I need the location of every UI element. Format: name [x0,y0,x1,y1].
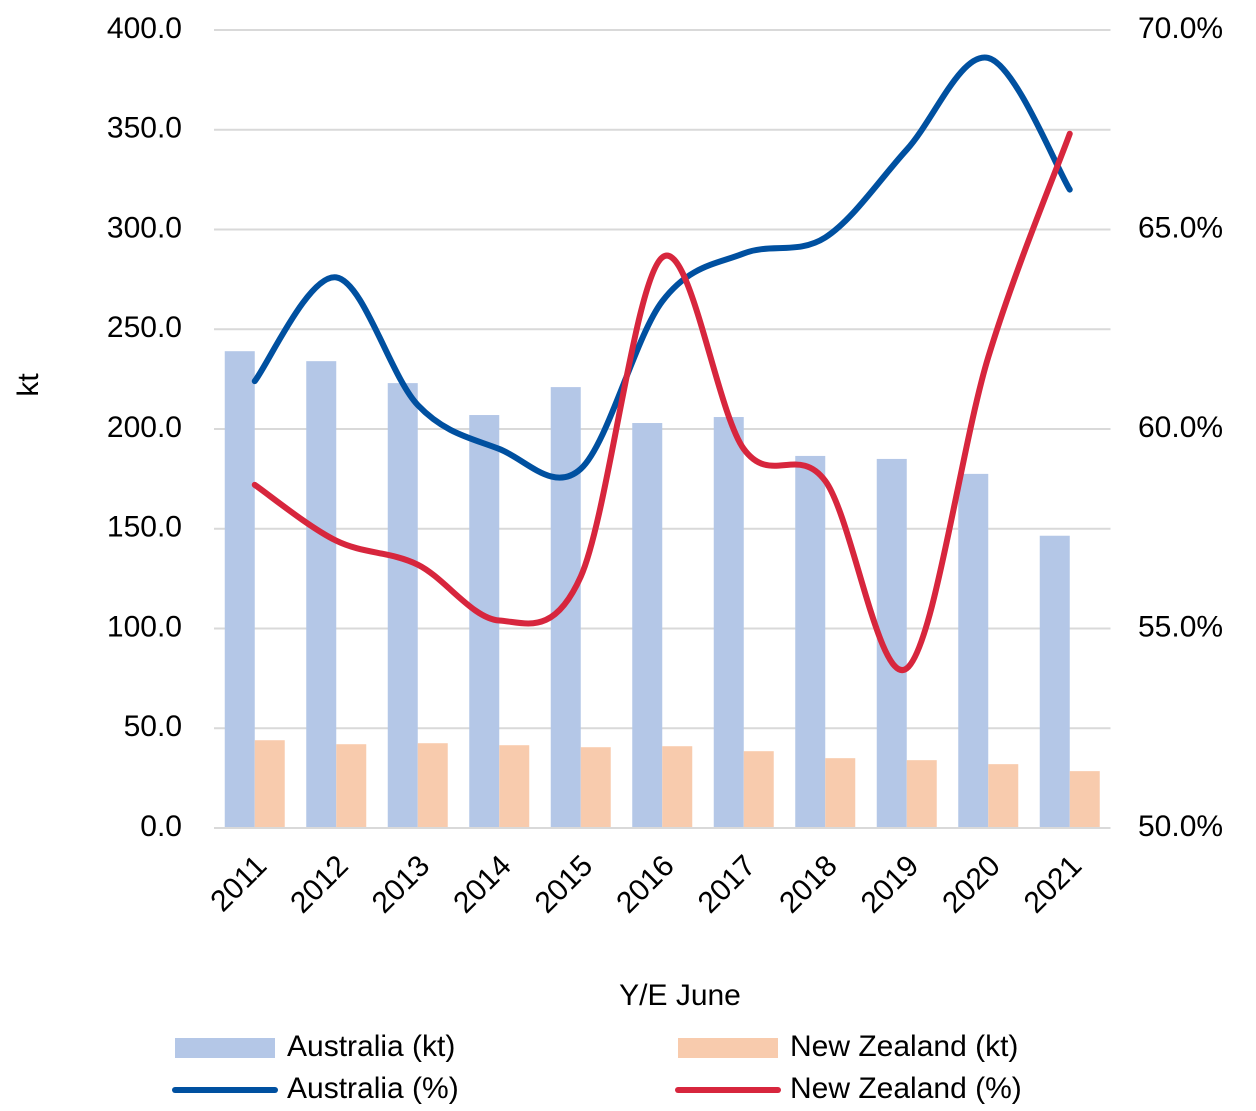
x-axis-label: Y/E June [619,979,741,1012]
bar [1069,771,1100,828]
x-tick-label: 2018 [773,849,844,920]
bar [580,747,611,828]
x-tick-label: 2019 [855,849,926,920]
bar [387,383,418,828]
bar [1039,535,1070,828]
y-tick-label: 100.0 [107,610,182,643]
bar [743,751,774,828]
x-tick-label: 2016 [610,849,681,920]
legend-label: New Zealand (kt) [790,1030,1018,1063]
x-tick-label: 2015 [529,849,600,920]
y2-tick-label: 60.0% [1138,411,1223,444]
x-tick-label: 2017 [692,849,763,920]
bar [958,473,989,828]
y2-tick-label: 55.0% [1138,610,1223,643]
bar [336,744,367,828]
y-tick-label: 300.0 [107,211,182,244]
y2-tick-label: 50.0% [1138,810,1223,843]
bar [825,758,856,828]
x-tick-label: 2013 [366,849,437,920]
y2-tick-label: 65.0% [1138,211,1223,244]
legend-swatch [678,1038,778,1058]
x-tick-label: 2011 [204,849,273,918]
y-tick-label: 200.0 [107,411,182,444]
bar [306,361,337,828]
x-tick-label: 2020 [936,849,1007,920]
y-tick-label: 250.0 [107,311,182,344]
bar [632,423,663,828]
line [251,54,1073,481]
legend-label: Australia (kt) [287,1030,455,1063]
legend-label: Australia (%) [287,1072,459,1105]
x-tick-label: 2012 [284,849,355,920]
y-tick-label: 0.0 [140,810,182,843]
y-tick-label: 150.0 [107,511,182,544]
legend-label: New Zealand (%) [790,1072,1022,1105]
bar [254,740,285,828]
bar [988,764,1019,828]
bar [713,417,744,828]
x-tick-label: 2014 [447,849,518,920]
bar [224,351,255,828]
line [251,130,1073,674]
bar [906,760,937,828]
bar [499,745,530,828]
bar [795,455,826,828]
y2-tick-label: 70.0% [1138,12,1223,45]
y-tick-label: 350.0 [107,112,182,145]
y-tick-label: 400.0 [107,12,182,45]
y-axis-label: kt [12,373,45,397]
bar [662,746,693,828]
legend-swatch [175,1038,275,1058]
bar [417,743,448,828]
x-tick-label: 2021 [1018,849,1089,920]
y-tick-label: 50.0 [124,710,182,743]
